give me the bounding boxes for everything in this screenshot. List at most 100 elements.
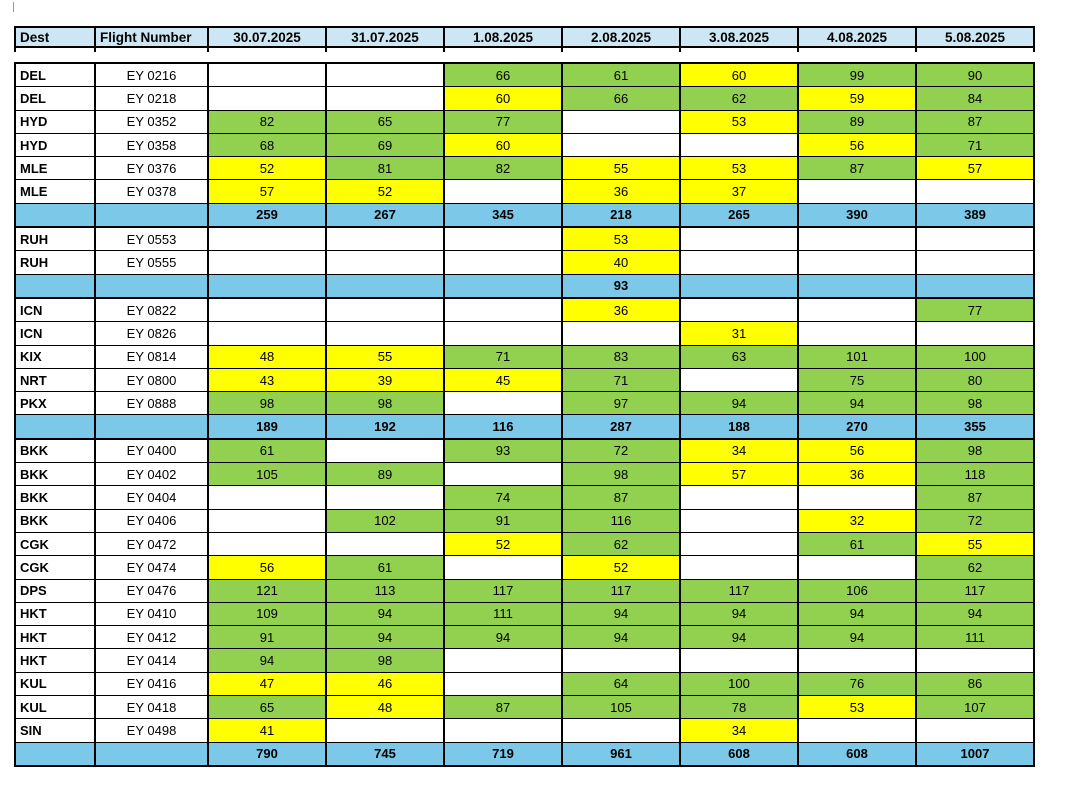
subtotal-value-cell[interactable]: 265 (679, 202, 799, 228)
load-value-cell[interactable]: 78 (679, 695, 799, 720)
load-value-cell[interactable]: 117 (561, 578, 681, 603)
load-value-cell[interactable] (207, 250, 327, 275)
load-value-cell[interactable] (443, 555, 563, 580)
load-value-cell[interactable] (797, 179, 917, 204)
dest-cell[interactable] (14, 273, 96, 299)
flight-number-cell[interactable] (94, 414, 209, 440)
flight-number-cell[interactable]: EY 0888 (94, 391, 209, 416)
load-value-cell[interactable] (679, 508, 799, 533)
subtotal-value-cell[interactable]: 390 (797, 202, 917, 228)
load-value-cell[interactable]: 98 (325, 648, 445, 673)
column-header-4-08-2025[interactable]: 4.08.2025 (797, 26, 917, 48)
load-value-cell[interactable] (443, 226, 563, 252)
dest-cell[interactable]: KUL (14, 671, 96, 697)
load-value-cell[interactable]: 94 (561, 601, 681, 627)
load-value-cell[interactable]: 71 (915, 132, 1035, 158)
load-value-cell[interactable] (797, 648, 917, 673)
dest-cell[interactable]: DEL (14, 62, 96, 88)
load-value-cell[interactable]: 41 (207, 718, 327, 743)
flight-number-cell[interactable]: EY 0555 (94, 250, 209, 275)
load-value-cell[interactable]: 40 (561, 250, 681, 275)
load-value-cell[interactable]: 48 (325, 695, 445, 720)
load-value-cell[interactable]: 46 (325, 671, 445, 697)
load-value-cell[interactable]: 113 (325, 578, 445, 603)
load-value-cell[interactable]: 52 (443, 531, 563, 557)
flight-number-cell[interactable]: EY 0476 (94, 578, 209, 603)
load-value-cell[interactable] (915, 226, 1035, 252)
load-value-cell[interactable] (207, 485, 327, 510)
load-value-cell[interactable] (325, 226, 445, 252)
load-value-cell[interactable] (443, 671, 563, 697)
load-value-cell[interactable] (207, 296, 327, 323)
column-header-1-08-2025[interactable]: 1.08.2025 (443, 26, 563, 48)
load-value-cell[interactable]: 45 (443, 367, 563, 393)
load-value-cell[interactable]: 36 (561, 296, 681, 323)
total-value-cell[interactable]: 745 (325, 741, 445, 767)
dest-cell[interactable]: BKK (14, 437, 96, 464)
dest-cell[interactable]: MLE (14, 179, 96, 204)
load-value-cell[interactable]: 94 (797, 601, 917, 627)
subtotal-value-cell[interactable]: 355 (915, 414, 1035, 440)
load-value-cell[interactable]: 60 (443, 132, 563, 158)
load-value-cell[interactable]: 36 (561, 179, 681, 204)
subtotal-value-cell[interactable] (915, 273, 1035, 299)
load-value-cell[interactable]: 94 (325, 601, 445, 627)
load-value-cell[interactable] (679, 367, 799, 393)
load-value-cell[interactable]: 117 (915, 578, 1035, 603)
flight-number-cell[interactable]: EY 0402 (94, 462, 209, 487)
subtotal-value-cell[interactable]: 267 (325, 202, 445, 228)
load-value-cell[interactable] (443, 321, 563, 346)
load-value-cell[interactable] (207, 62, 327, 88)
load-value-cell[interactable] (325, 321, 445, 346)
load-value-cell[interactable]: 37 (679, 179, 799, 204)
load-value-cell[interactable]: 36 (797, 462, 917, 487)
load-value-cell[interactable] (561, 109, 681, 134)
load-value-cell[interactable]: 80 (915, 367, 1035, 393)
dest-cell[interactable]: HKT (14, 601, 96, 627)
flight-number-cell[interactable]: EY 0400 (94, 437, 209, 464)
dest-cell[interactable]: CGK (14, 531, 96, 557)
load-value-cell[interactable]: 34 (679, 718, 799, 743)
load-value-cell[interactable]: 53 (561, 226, 681, 252)
load-value-cell[interactable]: 76 (797, 671, 917, 697)
load-value-cell[interactable]: 99 (797, 62, 917, 88)
load-value-cell[interactable]: 72 (915, 508, 1035, 533)
subtotal-value-cell[interactable]: 287 (561, 414, 681, 440)
flight-number-cell[interactable]: EY 0218 (94, 86, 209, 111)
load-value-cell[interactable]: 117 (679, 578, 799, 603)
total-value-cell[interactable]: 608 (679, 741, 799, 767)
dest-cell[interactable]: SIN (14, 718, 96, 743)
load-value-cell[interactable]: 57 (915, 156, 1035, 181)
load-value-cell[interactable]: 116 (561, 508, 681, 533)
load-value-cell[interactable] (915, 648, 1035, 673)
flight-number-cell[interactable]: EY 0498 (94, 718, 209, 743)
subtotal-value-cell[interactable]: 270 (797, 414, 917, 440)
load-value-cell[interactable]: 94 (679, 625, 799, 650)
flight-number-cell[interactable] (94, 202, 209, 228)
load-value-cell[interactable] (797, 555, 917, 580)
load-value-cell[interactable]: 94 (915, 601, 1035, 627)
load-value-cell[interactable] (679, 555, 799, 580)
load-value-cell[interactable]: 87 (561, 485, 681, 510)
load-value-cell[interactable]: 71 (561, 367, 681, 393)
load-value-cell[interactable]: 90 (915, 62, 1035, 88)
subtotal-value-cell[interactable] (797, 273, 917, 299)
load-value-cell[interactable]: 82 (443, 156, 563, 181)
dest-cell[interactable]: RUH (14, 250, 96, 275)
load-value-cell[interactable] (679, 296, 799, 323)
load-value-cell[interactable] (561, 648, 681, 673)
subtotal-value-cell[interactable]: 93 (561, 273, 681, 299)
column-header-31-07-2025[interactable]: 31.07.2025 (325, 26, 445, 48)
load-value-cell[interactable]: 94 (443, 625, 563, 650)
load-value-cell[interactable]: 98 (561, 462, 681, 487)
load-value-cell[interactable]: 34 (679, 437, 799, 464)
load-value-cell[interactable]: 94 (679, 601, 799, 627)
load-value-cell[interactable]: 66 (443, 62, 563, 88)
load-value-cell[interactable] (207, 226, 327, 252)
load-value-cell[interactable]: 57 (207, 179, 327, 204)
load-value-cell[interactable] (679, 226, 799, 252)
load-value-cell[interactable]: 91 (207, 625, 327, 650)
flight-number-cell[interactable]: EY 0416 (94, 671, 209, 697)
load-value-cell[interactable]: 77 (443, 109, 563, 134)
load-value-cell[interactable]: 62 (561, 531, 681, 557)
